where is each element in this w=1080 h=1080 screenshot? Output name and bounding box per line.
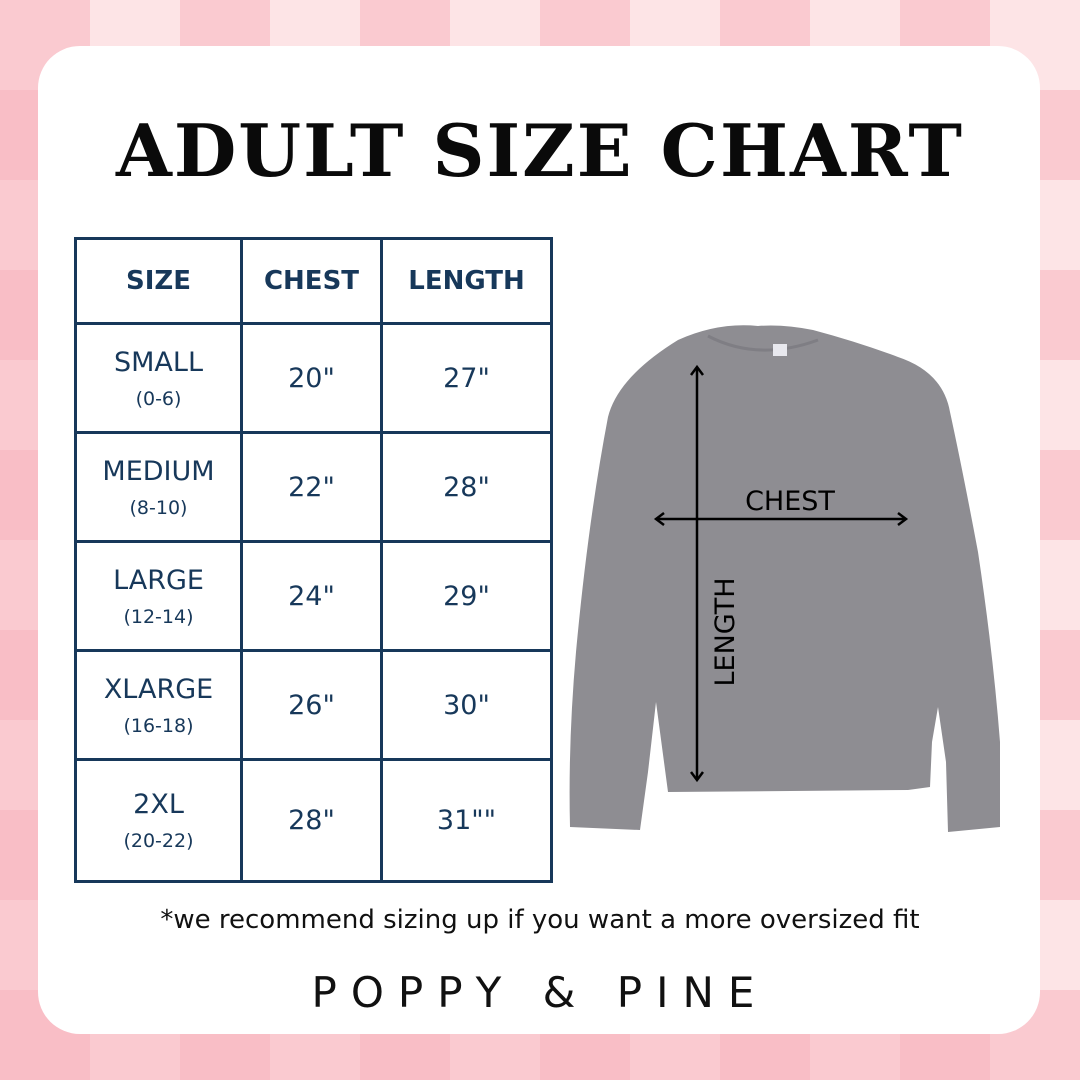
chest-cell: 24" <box>240 540 383 652</box>
chest-cell: 26" <box>240 649 383 761</box>
size-name: XLARGE <box>103 673 214 705</box>
sizing-note: *we recommend sizing up if you want a mo… <box>160 905 920 935</box>
length-cell: 29" <box>380 540 553 652</box>
length-label: LENGTH <box>710 577 741 686</box>
length-arrow <box>690 364 704 783</box>
size-table: SIZE CHEST LENGTH SMALL (0-6) 20" 27" MEDI… <box>74 237 553 883</box>
length-cell: 30" <box>380 649 553 761</box>
chest-cell: 20" <box>240 322 383 434</box>
size-range: (0-6) <box>135 387 182 410</box>
size-range: (16-18) <box>123 714 194 737</box>
length-cell: 27" <box>380 322 553 434</box>
chest-label: CHEST <box>745 486 835 517</box>
table-row: MEDIUM (8-10) 22" 28" <box>74 431 553 543</box>
table-row: LARGE (12-14) 24" 29" <box>74 540 553 652</box>
size-name: LARGE <box>113 564 204 596</box>
chest-cell: 28" <box>240 758 383 883</box>
size-cell: 2XL (20-22) <box>74 758 243 883</box>
size-name: SMALL <box>114 346 203 378</box>
tag <box>773 344 787 356</box>
length-cell: 28" <box>380 431 553 543</box>
size-name: 2XL <box>133 789 184 820</box>
header-size: SIZE <box>74 237 243 325</box>
sweatshirt-image <box>569 325 1000 832</box>
size-cell: MEDIUM (8-10) <box>74 431 243 543</box>
size-range: (12-14) <box>123 605 194 628</box>
size-range: (8-10) <box>129 496 188 519</box>
collar <box>707 334 819 352</box>
length-cell: 31"" <box>380 758 553 883</box>
size-cell: XLARGE (16-18) <box>74 649 243 761</box>
chest-cell: 22" <box>240 431 383 543</box>
table-header-row: SIZE CHEST LENGTH <box>74 237 553 325</box>
page-title: ADULT SIZE CHART <box>115 108 964 193</box>
chest-arrow <box>653 512 909 526</box>
size-cell: SMALL (0-6) <box>74 322 243 434</box>
table-row: 2XL (20-22) 28" 31"" <box>74 758 553 883</box>
header-length: LENGTH <box>380 237 553 325</box>
size-name: MEDIUM <box>102 455 215 487</box>
size-cell: LARGE (12-14) <box>74 540 243 652</box>
table-row: SMALL (0-6) 20" 27" <box>74 322 553 434</box>
header-chest: CHEST <box>240 237 383 325</box>
brand-logo: POPPY & PINE <box>311 968 769 1017</box>
sweatshirt-diagram: CHEST LENGTH <box>569 325 1000 832</box>
table-row: XLARGE (16-18) 26" 30" <box>74 649 553 761</box>
size-range: (20-22) <box>123 830 194 852</box>
